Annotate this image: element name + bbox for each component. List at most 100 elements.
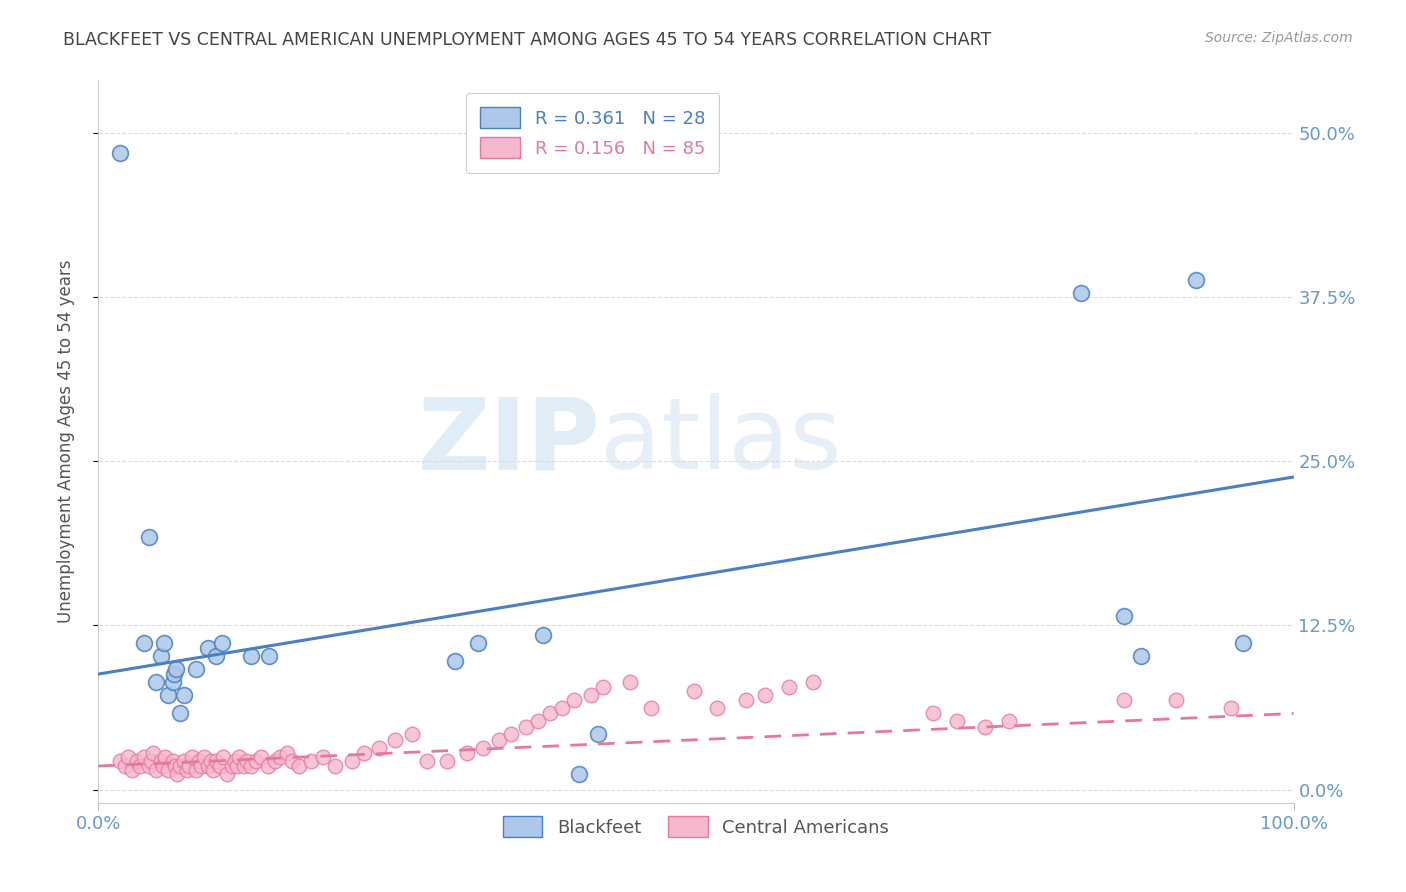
Point — [156, 688, 179, 702]
Point — [217, 767, 239, 781]
Point — [190, 759, 212, 773]
Point — [921, 706, 943, 721]
Point — [173, 688, 195, 702]
Point — [312, 749, 335, 764]
Point — [499, 727, 522, 741]
Point — [129, 759, 152, 773]
Text: atlas: atlas — [600, 393, 842, 490]
Point — [456, 746, 478, 760]
Point — [531, 627, 554, 641]
Point — [1220, 701, 1243, 715]
Point — [682, 684, 704, 698]
Point — [264, 754, 287, 768]
Text: Source: ZipAtlas.com: Source: ZipAtlas.com — [1205, 31, 1353, 45]
Point — [202, 763, 225, 777]
Point — [138, 531, 160, 545]
Point — [754, 688, 776, 702]
Point — [579, 688, 602, 702]
Point — [211, 635, 233, 649]
Point — [586, 727, 609, 741]
Point — [121, 763, 143, 777]
Point — [323, 759, 346, 773]
Point — [211, 749, 233, 764]
Point — [186, 763, 208, 777]
Point — [200, 754, 222, 768]
Point — [179, 759, 201, 773]
Point — [257, 759, 280, 773]
Point — [488, 732, 510, 747]
Point — [259, 648, 281, 663]
Point — [209, 759, 232, 773]
Point — [142, 746, 165, 760]
Point — [197, 759, 219, 773]
Point — [288, 759, 311, 773]
Point — [416, 754, 439, 768]
Point — [436, 754, 458, 768]
Point — [114, 759, 136, 773]
Point — [204, 754, 226, 768]
Point — [169, 759, 191, 773]
Point — [165, 662, 187, 676]
Point — [472, 740, 495, 755]
Point — [706, 701, 728, 715]
Point — [401, 727, 423, 741]
Point — [108, 754, 131, 768]
Point — [515, 720, 537, 734]
Point — [551, 701, 574, 715]
Point — [138, 759, 160, 773]
Point — [125, 754, 148, 768]
Point — [152, 759, 174, 773]
Point — [153, 635, 176, 649]
Point — [1166, 693, 1188, 707]
Point — [778, 680, 800, 694]
Point — [269, 749, 291, 764]
Point — [132, 749, 155, 764]
Point — [974, 720, 997, 734]
Point — [1112, 693, 1135, 707]
Y-axis label: Unemployment Among Ages 45 to 54 years: Unemployment Among Ages 45 to 54 years — [56, 260, 75, 624]
Point — [149, 754, 172, 768]
Point — [340, 754, 363, 768]
Point — [250, 749, 273, 764]
Point — [226, 759, 249, 773]
Point — [166, 767, 188, 781]
Text: BLACKFEET VS CENTRAL AMERICAN UNEMPLOYMENT AMONG AGES 45 TO 54 YEARS CORRELATION: BLACKFEET VS CENTRAL AMERICAN UNEMPLOYME… — [63, 31, 991, 49]
Point — [619, 675, 641, 690]
Point — [155, 749, 177, 764]
Point — [162, 754, 184, 768]
Point — [384, 732, 406, 747]
Point — [163, 667, 186, 681]
Point — [186, 662, 208, 676]
Point — [240, 648, 263, 663]
Point — [240, 759, 263, 773]
Point — [801, 675, 824, 690]
Point — [1129, 648, 1152, 663]
Point — [1232, 635, 1254, 649]
Point — [108, 145, 131, 160]
Point — [735, 693, 758, 707]
Point — [180, 749, 202, 764]
Point — [156, 763, 179, 777]
Point — [245, 754, 267, 768]
Point — [197, 640, 219, 655]
Point — [945, 714, 967, 729]
Point — [281, 754, 304, 768]
Point — [527, 714, 550, 729]
Point — [562, 693, 585, 707]
Point — [117, 749, 139, 764]
Point — [163, 759, 186, 773]
Point — [1184, 273, 1206, 287]
Text: ZIP: ZIP — [418, 393, 600, 490]
Point — [299, 754, 322, 768]
Point — [443, 654, 465, 668]
Point — [467, 635, 489, 649]
Point — [353, 746, 375, 760]
Point — [592, 680, 614, 694]
Point — [224, 754, 246, 768]
Point — [176, 763, 198, 777]
Point — [193, 749, 215, 764]
Point — [145, 763, 167, 777]
Point — [1112, 609, 1135, 624]
Point — [204, 648, 226, 663]
Point — [139, 754, 162, 768]
